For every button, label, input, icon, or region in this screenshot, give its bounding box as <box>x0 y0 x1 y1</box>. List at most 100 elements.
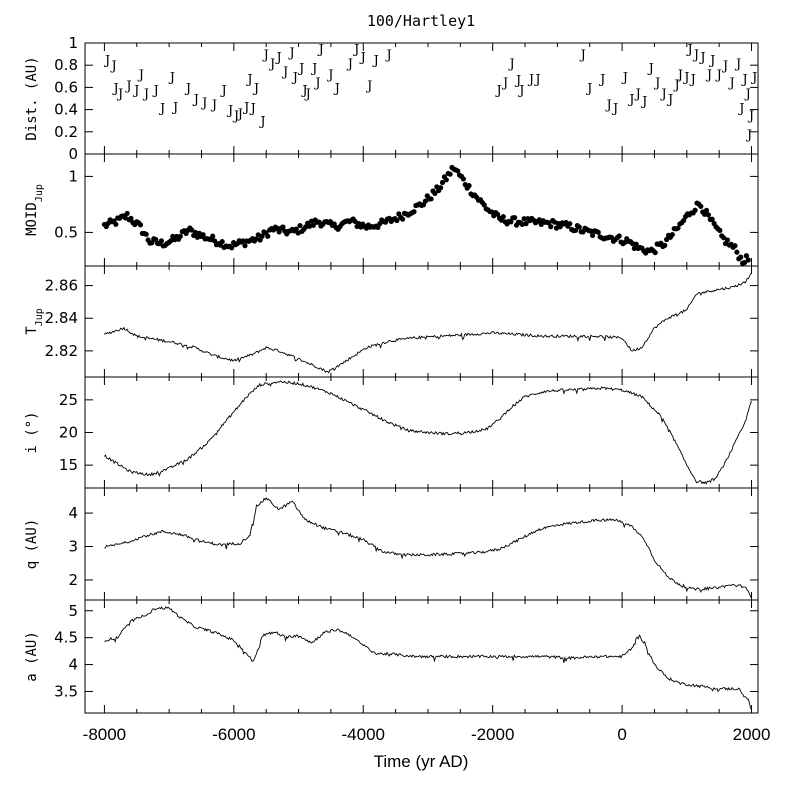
data-point <box>447 171 453 177</box>
x-axis-label: Time (yr AD) <box>374 752 469 771</box>
data-point <box>681 217 687 224</box>
data-point <box>703 207 710 214</box>
data-point-marker: J <box>116 87 123 102</box>
data-point <box>692 207 698 213</box>
data-point-marker: J <box>705 68 712 83</box>
data-point-marker: J <box>517 84 524 99</box>
data-point <box>327 219 334 225</box>
ytick-label: 0.4 <box>54 101 78 119</box>
xtick-label: 0 <box>617 725 626 744</box>
data-point <box>698 203 704 209</box>
ytick-label: 3 <box>68 538 78 556</box>
xtick-label: -4000 <box>342 725 385 744</box>
data-point <box>411 209 417 215</box>
data-point <box>352 218 358 225</box>
data-point <box>219 239 225 245</box>
data-point <box>745 257 751 263</box>
data-point <box>443 177 449 183</box>
data-point-marker: J <box>124 79 131 94</box>
data-point <box>588 228 594 234</box>
data-point <box>422 198 429 204</box>
ytick-label: 3.5 <box>54 682 78 700</box>
data-point <box>400 216 406 222</box>
data-point-marker: J <box>676 68 683 83</box>
data-point-marker: J <box>744 87 751 102</box>
data-point <box>508 219 514 225</box>
data-point-marker: J <box>737 101 744 116</box>
ytick-label: 1 <box>68 167 78 185</box>
data-point-marker: J <box>715 68 722 83</box>
data-point-marker: J <box>734 57 741 72</box>
ytick-label: 5 <box>68 602 78 620</box>
ytick-label: 1 <box>68 34 78 52</box>
data-point-marker: J <box>168 70 175 85</box>
data-point-marker: J <box>300 84 307 99</box>
data-point-marker: J <box>275 50 282 65</box>
chart-title: 100/Hartley1 <box>367 12 475 30</box>
data-point <box>481 202 487 208</box>
data-point <box>466 183 472 189</box>
data-point <box>128 215 134 221</box>
data-point-marker: J <box>258 115 265 130</box>
data-point-marker: J <box>171 100 178 115</box>
data-point <box>705 212 712 218</box>
data-point <box>512 215 518 221</box>
data-point-marker: J <box>281 65 288 80</box>
data-point-marker: J <box>184 81 191 96</box>
data-point <box>316 219 322 225</box>
data-point <box>158 238 164 244</box>
data-point-marker: J <box>627 93 634 108</box>
data-point-marker: J <box>192 93 199 108</box>
ytick-label: 0.2 <box>54 123 78 141</box>
data-point <box>652 249 658 256</box>
data-point <box>265 233 271 239</box>
data-point-marker: J <box>634 87 641 102</box>
data-point <box>394 217 400 224</box>
data-point-marker: J <box>317 43 324 58</box>
data-point <box>428 196 434 202</box>
ytick-label: 25 <box>59 391 78 409</box>
data-point-marker: J <box>740 73 747 88</box>
data-point <box>567 221 573 227</box>
data-point-marker: J <box>103 54 110 69</box>
data-point <box>500 214 506 220</box>
data-point-marker: J <box>507 57 514 72</box>
data-point-marker: J <box>210 98 217 113</box>
data-point <box>548 224 554 230</box>
data-point-marker: J <box>142 87 149 102</box>
data-point-marker: J <box>747 109 754 124</box>
data-point-marker: J <box>297 61 304 76</box>
data-point <box>589 232 596 239</box>
data-point-marker: J <box>611 101 618 116</box>
data-point-marker: J <box>152 84 159 99</box>
data-point <box>200 232 206 238</box>
data-point <box>521 216 527 222</box>
data-point <box>280 224 286 230</box>
data-point <box>211 238 218 244</box>
panel-a: 3.5 4 4.5 5 a (AU) <box>24 599 759 714</box>
ytick-label: 4.5 <box>54 629 78 647</box>
data-point <box>437 185 444 191</box>
data-point-marker: J <box>647 61 654 76</box>
data-point <box>293 226 299 232</box>
data-point-marker: J <box>132 84 139 99</box>
panel-frame <box>84 599 759 714</box>
data-point <box>143 231 149 237</box>
ytick-label: 2.84 <box>45 309 78 327</box>
data-point-marker: J <box>268 57 275 72</box>
ytick-label: 0.6 <box>54 78 78 96</box>
data-point-marker: J <box>333 81 340 96</box>
data-point-marker: J <box>745 128 752 143</box>
data-point <box>557 224 563 230</box>
data-point-marker: J <box>501 76 508 91</box>
y-axis-label-subscript: Jup <box>34 308 45 326</box>
data-point-marker: J <box>232 109 239 124</box>
ytick-label: 2 <box>68 571 78 589</box>
data-point-marker: J <box>621 70 628 85</box>
y-axis-label: i (°) <box>24 411 40 453</box>
data-point-marker: J <box>692 48 699 63</box>
ytick-label: 4 <box>68 504 78 522</box>
data-point <box>189 227 195 233</box>
data-point-marker: J <box>249 101 256 116</box>
